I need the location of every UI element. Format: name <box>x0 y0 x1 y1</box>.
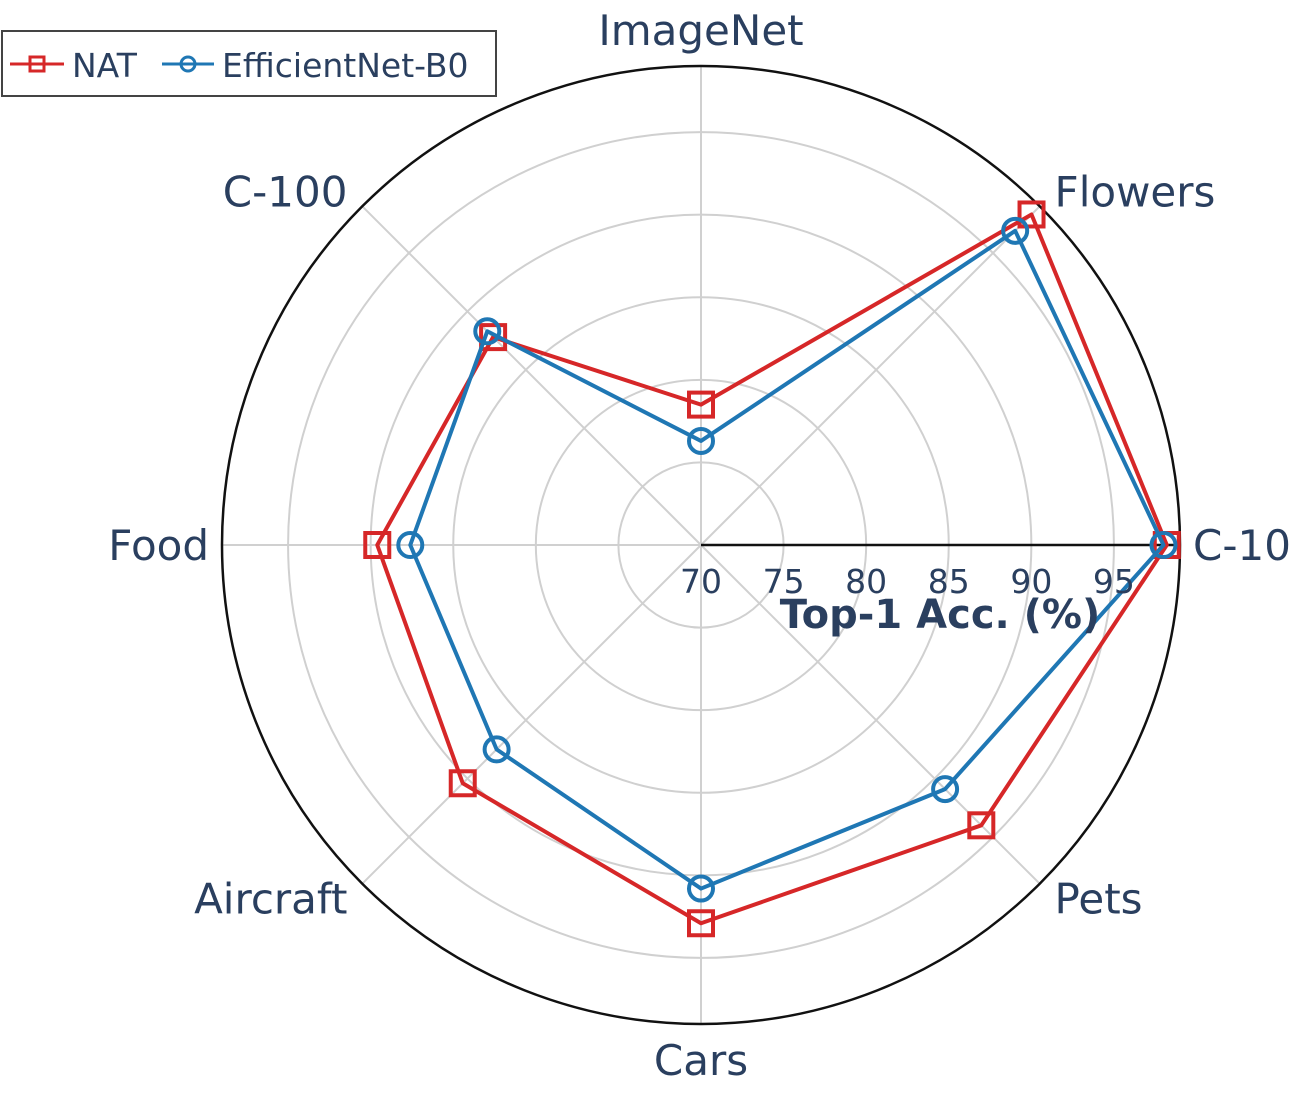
legend-item-nat[interactable]: NAT <box>10 46 138 85</box>
data-point-food <box>396 531 425 559</box>
data-point-cars <box>687 909 715 938</box>
data-point-cars <box>687 874 715 903</box>
data-point-flowers <box>1001 216 1030 245</box>
data-point-pets <box>967 811 996 840</box>
radial-tick-label: 80 <box>845 562 887 601</box>
square-marker-icon <box>28 55 46 73</box>
radial-tick-label: 90 <box>1010 562 1052 601</box>
axis-label-aircraft: Aircraft <box>194 875 347 924</box>
spoke-aircraft <box>361 544 702 885</box>
legend-item-efficientnet[interactable]: EfficientNet-B0 <box>162 46 469 85</box>
spoke-pets <box>700 544 1041 885</box>
spoke-flowers <box>700 205 1041 546</box>
radial-axis-title: Top-1 Acc. (%) <box>780 592 1101 638</box>
radial-tick-label: 70 <box>680 562 722 601</box>
data-point-imagenet <box>687 390 715 419</box>
data-point-c-10 <box>1149 531 1178 559</box>
axis-label-pets: Pets <box>1055 875 1143 924</box>
axis-label-c-100: C-100 <box>223 167 348 216</box>
data-point-aircraft <box>448 769 477 798</box>
series-efficientnet-b0 <box>396 216 1178 903</box>
spoke-c-100 <box>361 205 702 546</box>
legend-label-efficientnet: EfficientNet-B0 <box>222 46 469 85</box>
data-point-flowers <box>1017 200 1046 229</box>
data-point-c-100 <box>473 317 502 346</box>
labels-layer: 70 75 80 85 90 95 ImageNet Flowers C-10 Pets Cars A… <box>108 6 1291 1085</box>
data-point-pets <box>931 775 960 804</box>
data-point-imagenet <box>687 426 715 455</box>
legend-box <box>1 30 497 97</box>
data-point-c-100 <box>479 323 508 352</box>
axis-label-imagenet: ImageNet <box>598 6 803 55</box>
axis-label-cars: Cars <box>654 1036 748 1085</box>
series-line <box>375 212 1169 926</box>
circle-marker-icon <box>179 55 197 73</box>
series-line <box>408 228 1166 891</box>
grid <box>220 64 1182 1026</box>
axis-label-food: Food <box>108 521 209 570</box>
series-layer <box>363 200 1181 938</box>
data-point-aircraft <box>482 735 511 764</box>
radial-tick-label: 95 <box>1093 562 1135 601</box>
axis-label-c-10: C-10 <box>1193 521 1291 570</box>
radial-tick-label: 85 <box>928 562 970 601</box>
axis-label-flowers: Flowers <box>1055 167 1216 216</box>
legend-label-nat: NAT <box>72 46 138 85</box>
data-point-food <box>363 531 392 559</box>
legend[interactable]: NAT EfficientNet-B0 <box>1 30 497 97</box>
radial-tick-label: 75 <box>763 562 805 601</box>
